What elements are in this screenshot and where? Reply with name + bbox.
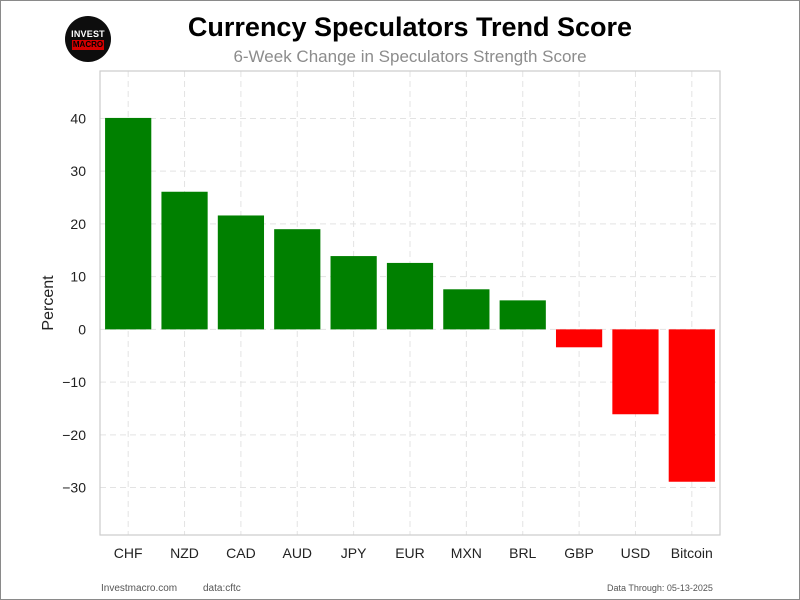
x-tick-label: NZD bbox=[170, 545, 199, 561]
y-tick-label: 30 bbox=[70, 163, 86, 179]
x-tick-label: USD bbox=[621, 545, 651, 561]
y-tick-label: −30 bbox=[62, 480, 86, 496]
plot-area-border bbox=[99, 70, 721, 536]
investmacro-logo: INVEST MACRO bbox=[65, 16, 111, 62]
y-tick-label: −20 bbox=[62, 427, 86, 443]
bar-cad bbox=[217, 215, 265, 330]
bar-mxn bbox=[443, 289, 490, 330]
bar-eur bbox=[386, 262, 434, 330]
x-tick-label: EUR bbox=[395, 545, 425, 561]
x-tick-label: BRL bbox=[509, 545, 536, 561]
bar-aud bbox=[274, 229, 321, 330]
bar-bitcoin bbox=[668, 329, 715, 482]
bar-gbp bbox=[555, 329, 603, 348]
chart-title: Currency Speculators Trend Score bbox=[187, 12, 633, 42]
y-axis-label: Percent bbox=[40, 275, 57, 331]
y-tick-label: 10 bbox=[70, 269, 86, 285]
bar-usd bbox=[612, 329, 659, 415]
footer-data-through: Data Through: 05-13-2025 bbox=[607, 583, 713, 593]
bars-layer bbox=[105, 117, 715, 482]
bar-nzd bbox=[161, 191, 208, 330]
y-tick-label: 40 bbox=[70, 110, 86, 126]
logo-line2: MACRO bbox=[72, 40, 104, 50]
footer-source: data:cftc bbox=[203, 583, 241, 594]
x-tick-label: MXN bbox=[451, 545, 482, 561]
y-tick-label: −10 bbox=[62, 374, 86, 390]
x-tick-label: Bitcoin bbox=[671, 545, 713, 561]
x-tick-label: GBP bbox=[564, 545, 594, 561]
bar-chf bbox=[105, 117, 152, 330]
x-axis-ticks: CHF NZD CAD AUD JPY EUR MXN BRL GBP USD Bitcoin bbox=[114, 545, 713, 561]
x-tick-label: AUD bbox=[282, 545, 312, 561]
x-tick-label: CAD bbox=[226, 545, 256, 561]
x-tick-label: CHF bbox=[114, 545, 143, 561]
x-tick-label: JPY bbox=[341, 545, 367, 561]
y-axis-ticks: −30 −20 −10 0 10 20 30 40 bbox=[62, 110, 86, 495]
chart-subtitle: 6-Week Change in Speculators Strength Sc… bbox=[233, 47, 587, 66]
y-tick-label: 20 bbox=[70, 216, 86, 232]
y-tick-label: 0 bbox=[78, 321, 86, 337]
footer-site: Investmacro.com bbox=[101, 583, 178, 594]
bar-brl bbox=[499, 300, 546, 330]
logo-line1: INVEST bbox=[71, 29, 105, 39]
bar-jpy bbox=[330, 256, 377, 330]
